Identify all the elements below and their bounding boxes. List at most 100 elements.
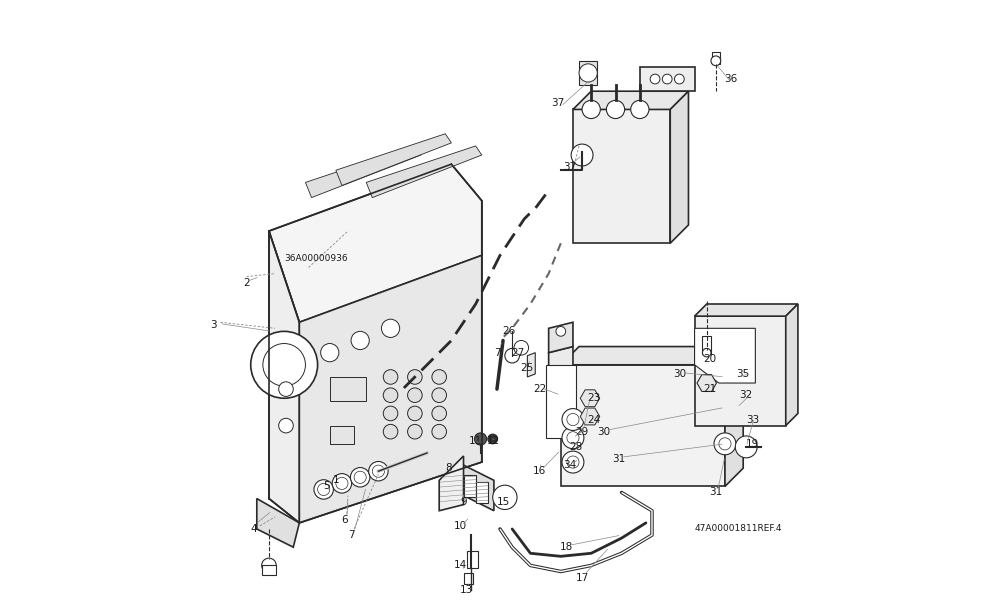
Circle shape xyxy=(579,64,597,82)
Text: 19: 19 xyxy=(746,439,759,449)
Circle shape xyxy=(719,371,731,383)
Text: 21: 21 xyxy=(703,384,716,394)
Circle shape xyxy=(262,558,276,573)
Text: 3: 3 xyxy=(210,320,216,330)
Circle shape xyxy=(432,406,446,421)
Circle shape xyxy=(321,344,339,362)
Text: 25: 25 xyxy=(521,363,534,373)
Polygon shape xyxy=(670,91,688,243)
Text: 26: 26 xyxy=(502,326,516,336)
Polygon shape xyxy=(695,328,755,383)
Circle shape xyxy=(567,456,579,468)
Circle shape xyxy=(567,413,579,426)
Text: 23: 23 xyxy=(588,393,601,403)
Text: 36A00000936: 36A00000936 xyxy=(284,254,348,263)
Circle shape xyxy=(493,485,517,510)
Circle shape xyxy=(332,474,352,493)
Circle shape xyxy=(719,438,731,450)
Polygon shape xyxy=(549,347,573,444)
Polygon shape xyxy=(580,390,600,407)
Bar xyxy=(464,475,476,497)
Bar xyxy=(262,565,276,575)
Polygon shape xyxy=(786,304,798,426)
Circle shape xyxy=(354,471,366,483)
Circle shape xyxy=(702,348,711,357)
Text: 27: 27 xyxy=(512,348,525,358)
Circle shape xyxy=(372,465,384,477)
Bar xyxy=(330,426,354,444)
Text: 30: 30 xyxy=(597,427,610,437)
Polygon shape xyxy=(527,353,535,377)
Polygon shape xyxy=(269,231,299,523)
Polygon shape xyxy=(697,375,716,392)
Text: 7: 7 xyxy=(494,348,500,358)
Circle shape xyxy=(488,434,498,444)
Circle shape xyxy=(562,427,584,449)
Circle shape xyxy=(381,319,400,337)
Circle shape xyxy=(383,424,398,439)
Text: 15: 15 xyxy=(496,497,510,506)
Circle shape xyxy=(567,432,579,444)
Polygon shape xyxy=(725,347,743,486)
Circle shape xyxy=(432,424,446,439)
Circle shape xyxy=(714,366,736,388)
Text: 47A00001811REF.4: 47A00001811REF.4 xyxy=(695,525,782,533)
Circle shape xyxy=(474,433,487,445)
Circle shape xyxy=(408,388,422,402)
Bar xyxy=(702,336,711,354)
Text: 29: 29 xyxy=(575,427,589,437)
Circle shape xyxy=(719,401,731,413)
Circle shape xyxy=(714,433,736,455)
Circle shape xyxy=(505,348,519,363)
Circle shape xyxy=(631,100,649,119)
Circle shape xyxy=(350,468,370,487)
Bar xyxy=(330,377,366,401)
Text: 20: 20 xyxy=(703,354,716,364)
Bar xyxy=(476,482,488,503)
Text: 12: 12 xyxy=(487,436,501,446)
Polygon shape xyxy=(457,462,494,511)
Polygon shape xyxy=(573,109,670,243)
Text: 31: 31 xyxy=(612,454,625,464)
Text: 22: 22 xyxy=(533,384,546,394)
Circle shape xyxy=(318,483,330,496)
Circle shape xyxy=(571,144,593,166)
Text: 13: 13 xyxy=(460,585,473,595)
Circle shape xyxy=(351,331,369,350)
Text: 30: 30 xyxy=(673,369,686,379)
Circle shape xyxy=(383,388,398,402)
Text: 9: 9 xyxy=(460,497,467,506)
Circle shape xyxy=(369,461,388,481)
Circle shape xyxy=(662,74,672,84)
Polygon shape xyxy=(299,255,482,523)
Text: 35: 35 xyxy=(737,369,750,379)
Text: 8: 8 xyxy=(445,463,452,473)
Text: 18: 18 xyxy=(560,542,574,552)
Polygon shape xyxy=(573,91,688,109)
Text: 16: 16 xyxy=(533,466,546,476)
Circle shape xyxy=(606,100,625,119)
Text: 34: 34 xyxy=(563,460,577,470)
Polygon shape xyxy=(695,316,786,426)
Text: 37: 37 xyxy=(563,162,577,172)
Circle shape xyxy=(562,451,584,473)
Circle shape xyxy=(562,409,584,430)
Text: 24: 24 xyxy=(588,415,601,424)
Bar xyxy=(546,365,576,438)
Circle shape xyxy=(314,480,333,499)
Text: 5: 5 xyxy=(323,482,330,491)
Circle shape xyxy=(408,424,422,439)
Circle shape xyxy=(336,477,348,489)
Text: 10: 10 xyxy=(454,521,467,531)
Circle shape xyxy=(714,396,736,418)
Bar xyxy=(467,551,478,568)
Circle shape xyxy=(408,406,422,421)
Circle shape xyxy=(251,331,318,398)
Circle shape xyxy=(735,436,757,458)
Polygon shape xyxy=(257,499,299,547)
Circle shape xyxy=(263,344,305,386)
Text: 14: 14 xyxy=(454,561,467,570)
Circle shape xyxy=(279,418,293,433)
Circle shape xyxy=(711,56,721,66)
Text: 6: 6 xyxy=(342,515,348,525)
